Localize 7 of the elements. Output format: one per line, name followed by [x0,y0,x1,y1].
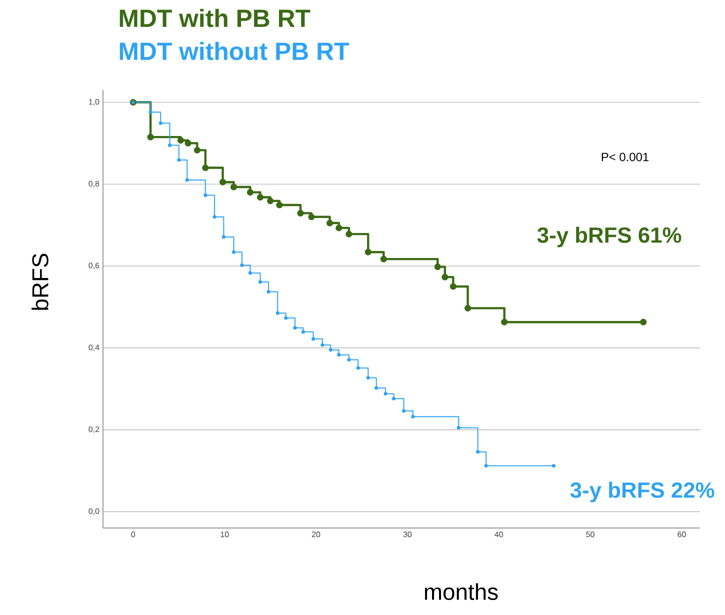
annotation: P< 0.001 [602,152,649,162]
series-label: MDT without PB RT [120,42,349,60]
annotation: 3-y bRFS 61% [537,226,682,248]
text: MDT with PB RT [120,8,310,28]
annotation: 3-y bRFS 22% [570,482,714,502]
y-axis-title: bRFS [32,254,48,310]
x-axis-title: months [424,583,498,600]
